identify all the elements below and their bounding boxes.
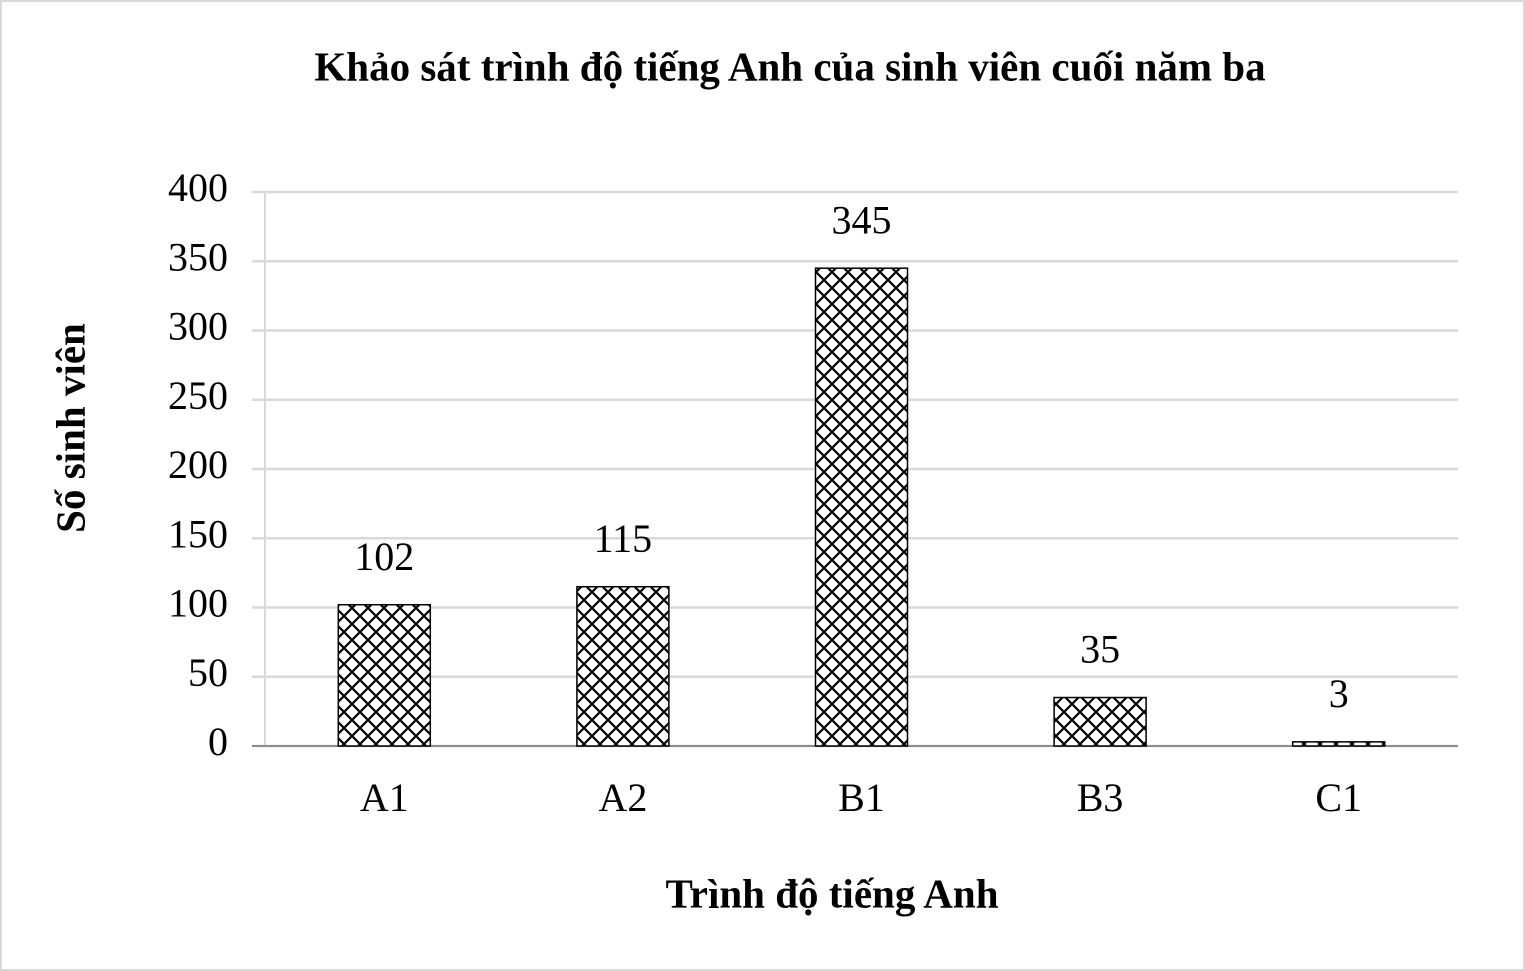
bar	[576, 585, 670, 747]
x-tick-label: B1	[838, 775, 885, 820]
data-label: 345	[832, 197, 892, 242]
y-tick-label: 100	[168, 581, 228, 626]
bar	[814, 267, 909, 747]
bar	[337, 603, 432, 747]
x-axis-title: Trình độ tiếng Anh	[665, 870, 998, 916]
data-label: 115	[594, 516, 653, 561]
data-label: 35	[1080, 627, 1120, 672]
y-tick-label: 300	[168, 304, 228, 349]
y-tick-label: 150	[168, 511, 228, 556]
y-tick-label: 50	[188, 650, 228, 695]
y-tick-label: 350	[168, 234, 228, 279]
bar	[1291, 741, 1386, 747]
x-tick-label: C1	[1315, 775, 1362, 820]
y-tick-label: 200	[168, 442, 228, 487]
y-tick-label: 0	[208, 719, 228, 764]
x-tick-label: B3	[1077, 775, 1124, 820]
data-label: 3	[1329, 671, 1349, 716]
y-axis-title: Số sinh viên	[47, 323, 93, 533]
y-tick-label: 250	[168, 373, 228, 418]
x-tick-label: A2	[598, 775, 647, 820]
data-label: 102	[354, 534, 414, 579]
y-tick-label: 400	[168, 165, 228, 210]
x-tick-label: A1	[360, 775, 409, 820]
chart-title: Khảo sát trình độ tiếng Anh của sinh viê…	[314, 43, 1265, 89]
bar	[1053, 696, 1147, 747]
